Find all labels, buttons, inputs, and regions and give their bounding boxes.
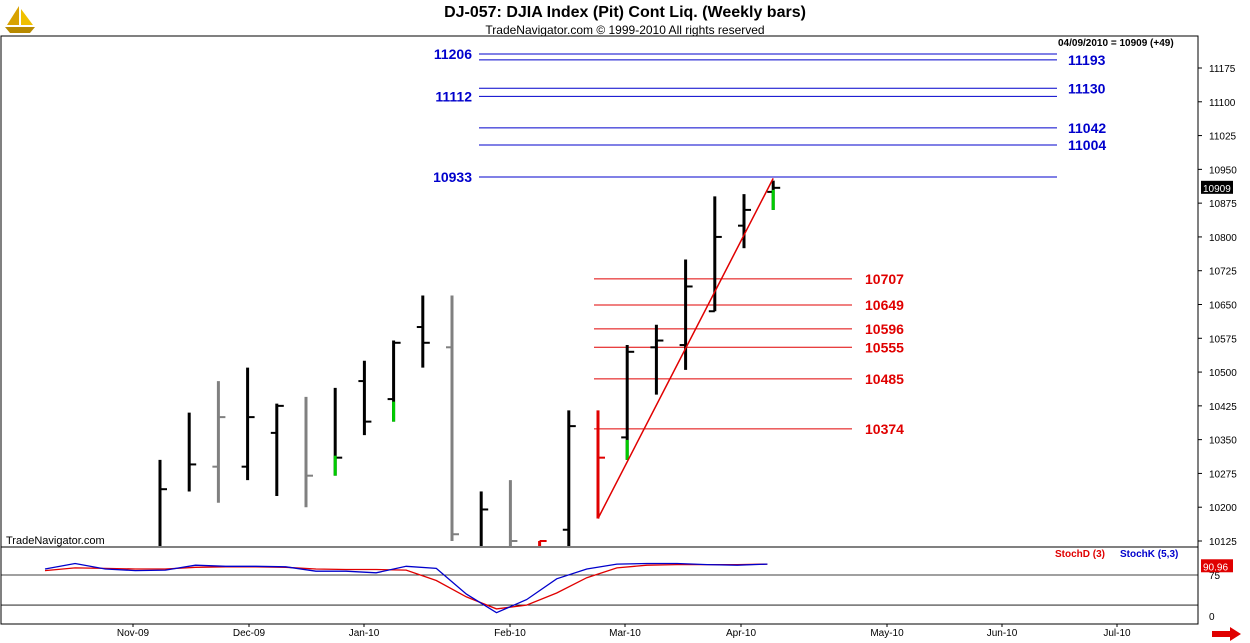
price-tick-label: 11100 xyxy=(1209,98,1236,109)
x-tick-label: Apr-10 xyxy=(726,628,756,639)
price-tick-label: 10425 xyxy=(1209,402,1237,413)
last-price-info: 04/09/2010 = 10909 (+49) xyxy=(1058,38,1174,49)
support-label: 10485 xyxy=(865,371,904,387)
trend-line xyxy=(597,178,774,519)
price-tick-label: 11175 xyxy=(1209,64,1236,75)
resistance-label: 11193 xyxy=(1068,52,1106,68)
scroll-right-arrow-icon[interactable] xyxy=(1212,627,1242,641)
stoch-last-label: 90.96 xyxy=(1203,562,1228,573)
chart-frame xyxy=(0,35,1199,625)
last-price-label: 10909 xyxy=(1203,184,1231,195)
support-label: 10649 xyxy=(865,297,904,313)
chart-title: DJ-057: DJIA Index (Pit) Cont Liq. (Week… xyxy=(444,4,806,21)
price-tick-label: 10350 xyxy=(1209,436,1237,447)
price-tick-label: 10725 xyxy=(1209,267,1237,278)
stoch-last-marker xyxy=(1201,559,1233,573)
stoch-k-line xyxy=(44,562,768,614)
price-tick-label: 10275 xyxy=(1209,469,1237,480)
price-tick-label: 10950 xyxy=(1209,165,1237,176)
chart-subtitle: TradeNavigator.com © 1999-2010 All right… xyxy=(485,23,765,37)
x-tick-label: Jun-10 xyxy=(987,628,1018,639)
support-label: 10555 xyxy=(865,339,904,355)
x-tick-label: Mar-10 xyxy=(609,628,641,639)
resistance-label: 11206 xyxy=(434,46,472,62)
price-tick-label: 10575 xyxy=(1209,334,1237,345)
resistance-label: 11112 xyxy=(435,88,472,104)
stoch-d-legend: StochD (3) xyxy=(1055,549,1105,560)
resistance-label: 11042 xyxy=(1068,120,1106,136)
stoch-tick-label: 75 xyxy=(1209,571,1221,582)
stoch-k-legend: StochK (5,3) xyxy=(1120,549,1179,560)
price-tick-label: 11025 xyxy=(1209,132,1237,143)
resistance-label: 11004 xyxy=(1068,137,1106,153)
price-tick-label: 10650 xyxy=(1209,301,1237,312)
support-label: 10596 xyxy=(865,321,904,337)
price-tick-label: 10875 xyxy=(1209,199,1237,210)
x-tick-label: Nov-09 xyxy=(117,628,150,639)
support-label: 10707 xyxy=(865,271,904,287)
resistance-label: 10933 xyxy=(433,169,472,185)
x-tick-label: Dec-09 xyxy=(233,628,266,639)
price-tick-label: 10500 xyxy=(1209,368,1237,379)
x-tick-label: Feb-10 xyxy=(494,628,526,639)
x-tick-label: May-10 xyxy=(870,628,904,639)
x-tick-label: Jul-10 xyxy=(1103,628,1131,639)
support-label: 10374 xyxy=(865,421,904,437)
sailboat-logo-icon xyxy=(5,6,35,33)
last-price-marker xyxy=(1201,180,1233,194)
resistance-label: 11130 xyxy=(1068,80,1106,96)
stoch-tick-label: 0 xyxy=(1209,612,1215,623)
price-tick-label: 10800 xyxy=(1209,233,1237,244)
watermark: TradeNavigator.com xyxy=(6,535,105,547)
x-tick-label: Jan-10 xyxy=(349,628,380,639)
stoch-d-line xyxy=(44,563,768,610)
price-tick-label: 10125 xyxy=(1209,537,1237,548)
price-tick-label: 10200 xyxy=(1209,503,1237,514)
